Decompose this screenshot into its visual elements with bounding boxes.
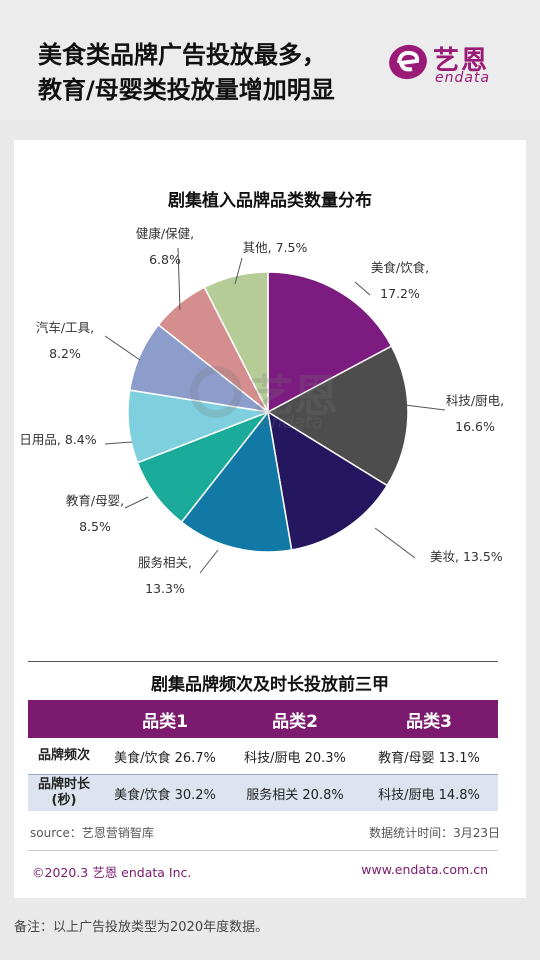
row-label: 品牌时长 (秒)	[37, 777, 90, 808]
page-title: 美食类品牌广告投放最多， 教育/母婴类投放量增加明显	[38, 38, 378, 108]
table-cell: 美食/饮食 30.2%	[114, 787, 216, 803]
pie-label: 日用品, 8.4%	[19, 432, 96, 447]
header-cell-category-3: 品类3	[406, 711, 452, 732]
note-text: 备注：以上广告投放类型为2020年度数据。	[14, 920, 269, 935]
pie-label: 汽车/工具, 8.2%	[36, 320, 94, 361]
table-cell: 服务相关 20.8%	[246, 787, 344, 803]
pie-slice	[203, 271, 269, 413]
stat-time-text: 数据统计时间：3月23日	[369, 826, 500, 840]
chart-title: 剧集植入品牌品类数量分布	[168, 191, 372, 211]
header-cell-category-2: 品类2	[272, 711, 318, 732]
label-leader-line	[234, 257, 243, 285]
label-leader-line	[374, 527, 416, 559]
row-separator	[28, 774, 498, 775]
pie-label: 服务相关, 13.3%	[138, 555, 192, 596]
header: 美食类品牌广告投放最多， 教育/母婴类投放量增加明显 艺恩 endata	[0, 0, 540, 120]
table-cell: 教育/母婴 13.1%	[378, 750, 480, 766]
pie-label: 其他, 7.5%	[243, 240, 308, 255]
table-cell: 科技/厨电 14.8%	[378, 787, 480, 803]
pie-label: 科技/厨电, 16.6%	[446, 393, 504, 434]
label-leader-line	[199, 549, 219, 574]
pie-slice	[266, 345, 409, 487]
watermark-cn: 艺恩	[250, 371, 338, 422]
source-text: source：艺恩营销智库	[30, 826, 154, 840]
watermark: 艺恩 endata	[190, 360, 390, 450]
top3-table: 品类1 品类2 品类3 品牌频次 美食/饮食 26.7% 科技/厨电 20.3%…	[28, 700, 498, 811]
label-leader-line	[104, 335, 141, 361]
row-label: 品牌频次	[37, 748, 90, 763]
header-cell-category-1: 品类1	[142, 711, 188, 732]
table-row: 品牌频次 美食/饮食 26.7% 科技/厨电 20.3% 教育/母婴 13.1%	[28, 738, 498, 774]
pie-label: 教育/母婴, 8.5%	[66, 493, 124, 534]
label-leader-line	[177, 247, 181, 311]
label-leader-line	[124, 496, 149, 509]
title-line-2: 教育/母婴类投放量增加明显	[38, 76, 335, 104]
logo-cn-text: 艺恩	[433, 46, 490, 76]
title-line-1: 美食类品牌广告投放最多，	[38, 41, 326, 69]
table-row: 品牌时长 (秒) 美食/饮食 30.2% 服务相关 20.8% 科技/厨电 14…	[28, 775, 498, 811]
endata-logo: 艺恩 endata	[387, 38, 507, 88]
logo-e-icon	[389, 44, 427, 80]
table-header-row: 品类1 品类2 品类3	[28, 700, 498, 738]
divider	[28, 661, 498, 662]
pie-label: 美妆, 13.5%	[430, 549, 503, 564]
pie-label: 健康/保健, 6.8%	[136, 226, 194, 267]
header-cell-empty	[28, 700, 100, 738]
logo-en-text: endata	[435, 70, 491, 86]
label-leader-line	[404, 404, 446, 411]
pie-slice	[266, 410, 389, 551]
watermark-e-icon	[190, 366, 242, 418]
label-leader-line	[104, 441, 133, 445]
table-title: 剧集品牌频次及时长投放前三甲	[151, 675, 389, 695]
pie-slice	[180, 410, 293, 553]
pie-slice	[267, 271, 393, 414]
footer-separator	[28, 850, 498, 851]
watermark-en: endata	[260, 412, 324, 433]
table-cell: 科技/厨电 20.3%	[244, 750, 346, 766]
copyright-text: ©2020.3 艺恩 endata Inc.	[32, 865, 192, 880]
label-leader-line	[354, 281, 371, 296]
pie-label: 美食/饮食, 17.2%	[371, 260, 429, 301]
table-cell: 美食/饮食 26.7%	[114, 750, 216, 766]
website-link[interactable]: www.endata.com.cn	[361, 862, 488, 877]
